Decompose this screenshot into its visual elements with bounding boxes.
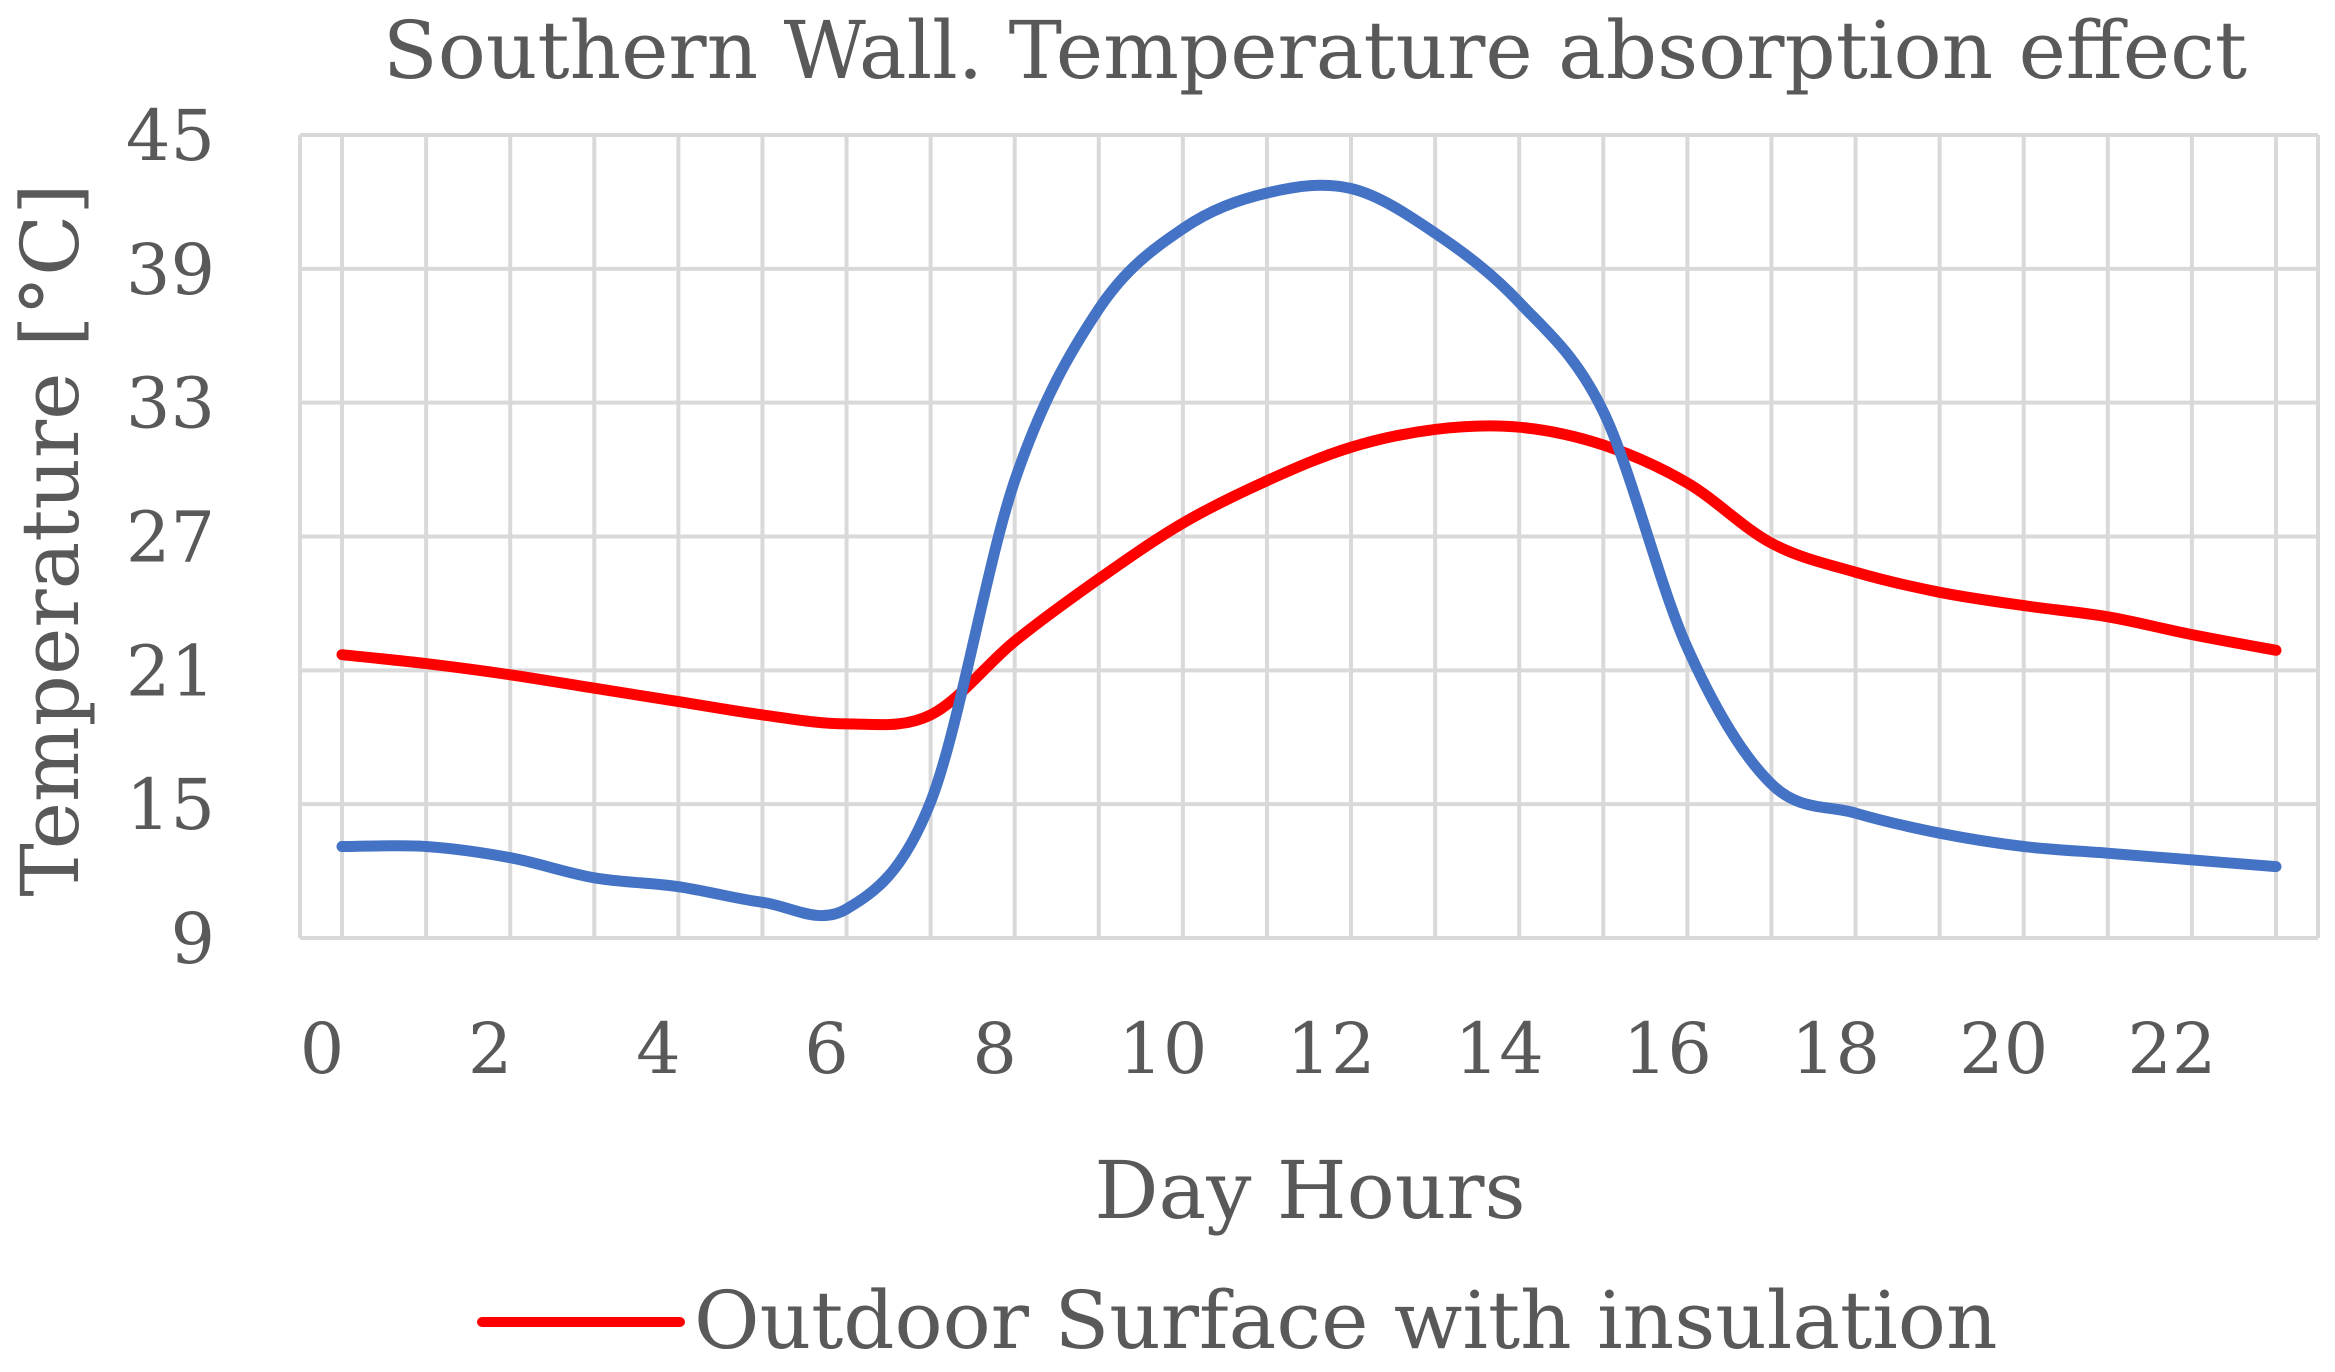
x-tick-label: 22 [2127,1008,2216,1090]
x-axis-tick-labels: 0 2 4 6 8 10 12 14 16 18 20 22 [300,1008,2217,1090]
y-tick-label: 45 [126,95,215,177]
chart-title: Southern Wall. Temperature absorption ef… [383,4,2247,97]
x-tick-label: 14 [1455,1008,1544,1090]
x-axis-label: Day Hours [1094,1144,1525,1237]
x-tick-label: 12 [1287,1008,1376,1090]
x-tick-label: 4 [636,1008,681,1090]
series-line-outdoor-surface-with-insulation [336,420,2282,731]
y-tick-label: 33 [126,363,215,445]
legend: Outdoor Surface with insulation [477,1274,1997,1367]
y-axis-tick-labels: 9 15 21 27 33 39 45 [126,95,215,980]
x-tick-label: 0 [300,1008,345,1090]
y-tick-label: 27 [126,497,215,579]
legend-label: Outdoor Surface with insulation [694,1274,1997,1367]
data-series [336,179,2282,922]
x-tick-label: 20 [1959,1008,2048,1090]
series-line-blue [336,179,2282,922]
x-tick-label: 16 [1623,1008,1712,1090]
y-axis-label: Temperature [°C] [4,183,97,896]
x-tick-label: 10 [1118,1008,1207,1090]
y-tick-label: 39 [126,229,215,311]
x-tick-label: 6 [804,1008,849,1090]
x-tick-label: 18 [1791,1008,1880,1090]
x-tick-label: 2 [468,1008,513,1090]
y-tick-label: 15 [126,764,215,846]
x-tick-label: 8 [972,1008,1017,1090]
axes [298,135,2318,940]
y-tick-label: 9 [170,898,215,980]
y-tick-label: 21 [126,630,215,712]
